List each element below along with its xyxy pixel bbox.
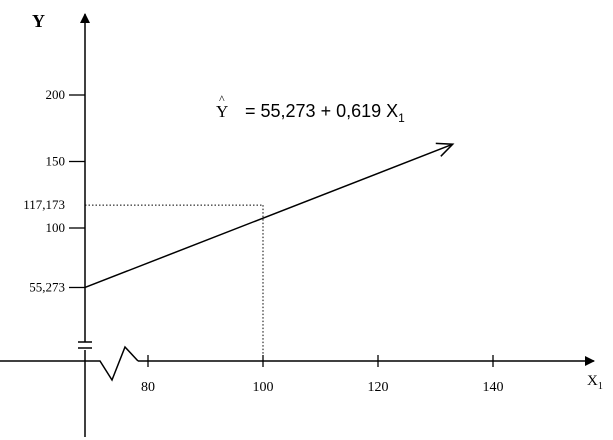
equation-lhs: Y <box>216 102 228 121</box>
y-ticks: 55,273 100 117,173 150 200 <box>23 87 85 294</box>
y-tick-label: 200 <box>46 87 66 102</box>
x-axis-break-zigzag <box>85 345 139 382</box>
equation-rhs: = 55,273 + 0,619 X1 <box>245 101 405 125</box>
regression-line <box>84 143 454 289</box>
y-tick-label: 100 <box>46 220 66 235</box>
y-tick-label: 55,273 <box>29 279 65 294</box>
y-tick-label: 150 <box>46 154 66 169</box>
equation-rhs-subscript: 1 <box>398 111 405 125</box>
y-axis-label: Y <box>32 11 45 31</box>
regression-line-arrowhead <box>435 142 455 157</box>
x-ticks: 80 100 120 140 <box>141 355 504 395</box>
x-tick-label: 100 <box>253 380 274 395</box>
x-tick-label: 140 <box>483 380 504 395</box>
x-axis-label: X1 <box>587 373 603 392</box>
equation-hat: ^ <box>219 92 225 106</box>
x-tick-label: 120 <box>368 380 389 395</box>
x-tick-label: 80 <box>141 380 155 395</box>
series <box>84 142 455 289</box>
regression-equation: ^ Y = 55,273 + 0,619 X1 <box>216 92 405 125</box>
y-tick-label: 117,173 <box>23 197 65 212</box>
guide-lines <box>85 204 264 361</box>
x-axis-label-subscript: 1 <box>598 381 603 392</box>
